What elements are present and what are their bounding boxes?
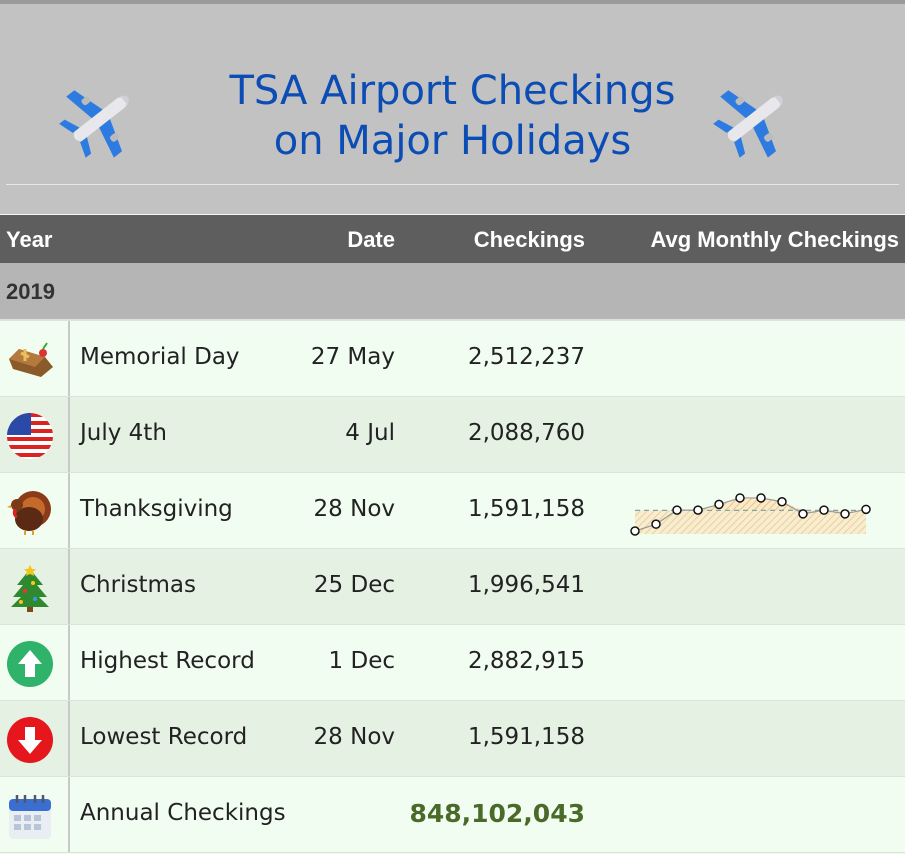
sparkline-point	[840, 509, 850, 519]
row-date: 28 Nov	[313, 496, 395, 522]
row-label: Thanksgiving	[80, 496, 233, 522]
airplane-icon	[59, 90, 129, 158]
up-arrow-icon	[7, 641, 53, 687]
year-group-row: 2019	[0, 263, 905, 321]
year-label: 2019	[6, 279, 55, 304]
row-checkings: 2,882,915	[467, 648, 585, 674]
row-checkings: 1,996,541	[467, 572, 585, 598]
sparkline-point	[651, 519, 661, 529]
title-line-1: TSA Airport Checkings	[229, 68, 676, 114]
sparkline-point	[819, 505, 829, 515]
sparkline-base-band	[635, 510, 866, 534]
sparkline-point	[630, 526, 640, 536]
header-year: Year	[6, 227, 53, 252]
christmas-tree-icon	[11, 565, 49, 612]
row-date: 27 May	[310, 344, 395, 370]
title-banner: TSA Airport Checkings on Major Holidays	[0, 0, 905, 214]
table-row: Highest Record 1 Dec 2,882,915	[0, 625, 905, 701]
row-date: 28 Nov	[313, 724, 395, 750]
table-row: Lowest Record 28 Nov 1,591,158	[0, 701, 905, 777]
row-checkings: 1,591,158	[467, 724, 585, 750]
us-flag-icon	[7, 413, 53, 459]
row-checkings: 2,088,760	[467, 420, 585, 446]
table-row: July 4th 4 Jul 2,088,760	[0, 397, 905, 473]
sparkline-point	[777, 496, 787, 507]
header-avg-monthly: Avg Monthly Checkings	[650, 227, 899, 252]
sparkline-point	[672, 505, 682, 515]
airplane-icon	[713, 90, 783, 158]
row-date: 4 Jul	[345, 420, 395, 446]
sparkline-point	[798, 509, 808, 519]
row-date: 1 Dec	[328, 648, 395, 674]
sparkline-point	[714, 499, 724, 510]
sparkline-point	[735, 493, 745, 503]
row-label: Highest Record	[80, 648, 255, 674]
table-row: Christmas 25 Dec 1,996,541	[0, 549, 905, 625]
sparkline-area	[635, 497, 866, 511]
annual-total-value: 848,102,043	[409, 799, 585, 828]
table-row: Memorial Day 27 May 2,512,237	[0, 321, 905, 397]
header-date: Date	[347, 227, 395, 252]
row-label: Memorial Day	[80, 344, 240, 370]
row-label: July 4th	[80, 420, 167, 446]
avg-monthly-sparkline	[630, 493, 871, 536]
calendar-icon	[9, 795, 51, 839]
sparkline-point	[693, 505, 703, 515]
turkey-icon	[7, 491, 51, 535]
table-header: Year Date Checkings Avg Monthly Checking…	[0, 215, 905, 263]
page-title: TSA Airport Checkings on Major Holidays	[0, 66, 905, 166]
coffin-icon	[9, 342, 53, 377]
total-row: Annual Checkings 848,102,043	[0, 777, 905, 853]
sparkline-point	[861, 504, 871, 515]
title-line-2: on Major Holidays	[273, 118, 632, 164]
row-label: Annual Checkings	[80, 800, 286, 826]
sparkline-point	[756, 493, 766, 503]
down-arrow-icon	[7, 717, 53, 763]
row-date: 25 Dec	[313, 572, 395, 598]
title-divider	[6, 184, 899, 185]
table-body: Memorial Day 27 May 2,512,237 July 4th	[0, 321, 905, 853]
header-checkings: Checkings	[473, 227, 585, 252]
row-checkings: 1,591,158	[467, 496, 585, 522]
row-checkings: 2,512,237	[467, 344, 585, 370]
row-label: Lowest Record	[80, 724, 248, 750]
row-label: Christmas	[80, 572, 196, 598]
